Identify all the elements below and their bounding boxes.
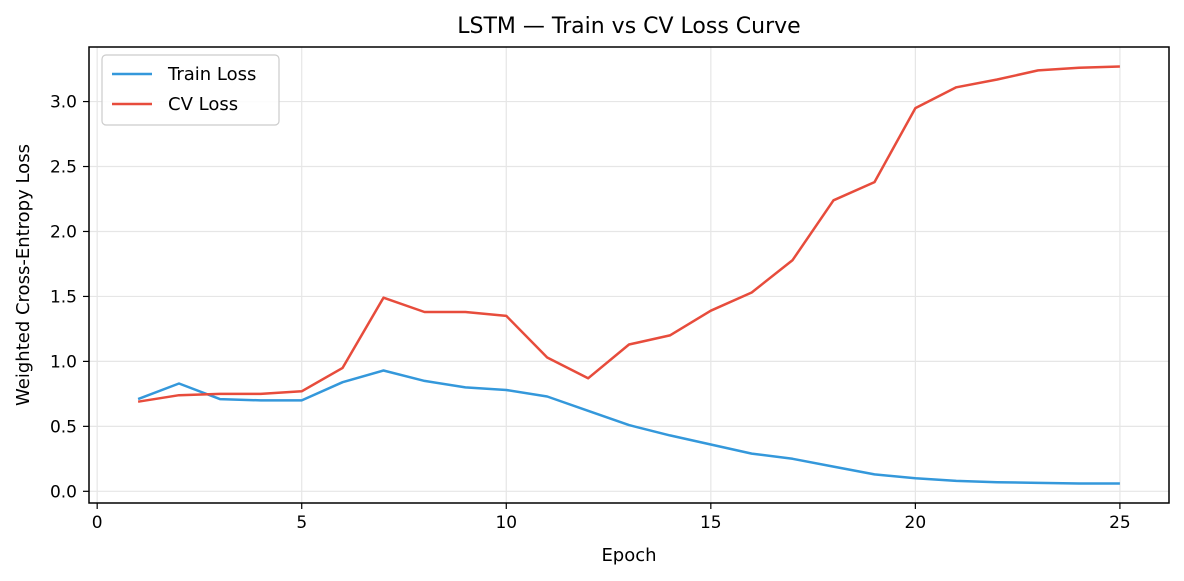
y-tick-label: 0.0 [50,482,77,502]
y-tick-label: 2.5 [50,158,77,178]
y-tick-label: 1.5 [50,287,77,307]
x-axis-label: Epoch [601,545,656,566]
series-line-cv-loss [137,65,1120,403]
plot-frame [88,46,1170,504]
legend-label-cv-loss: CV Loss [168,94,238,115]
legend: Train Loss CV Loss [101,54,280,126]
y-tick-label: 3.0 [50,93,77,113]
legend-label-train-loss: Train Loss [167,64,256,85]
x-tick-label: 10 [495,513,517,533]
x-tick-label: 5 [296,513,307,533]
series-line-train-loss [137,369,1120,485]
series-lines [137,65,1120,485]
x-tick-label: 20 [905,513,927,533]
grid [89,47,1169,503]
y-tick-label: 1.0 [50,352,77,372]
y-tick-label: 2.0 [50,222,77,242]
chart-title: LSTM — Train vs CV Loss Curve [457,14,800,39]
legend-box [101,54,280,126]
x-tick-label: 15 [700,513,722,533]
x-tick-label: 0 [92,513,103,533]
y-axis-ticks: 0.0 0.5 1.0 1.5 2.0 2.5 3.0 [50,93,89,502]
x-tick-label: 25 [1109,513,1131,533]
y-axis-label: Weighted Cross-Entropy Loss [13,144,34,406]
x-axis-ticks: 0 5 10 15 20 25 [92,503,1131,533]
y-tick-label: 0.5 [50,417,77,437]
